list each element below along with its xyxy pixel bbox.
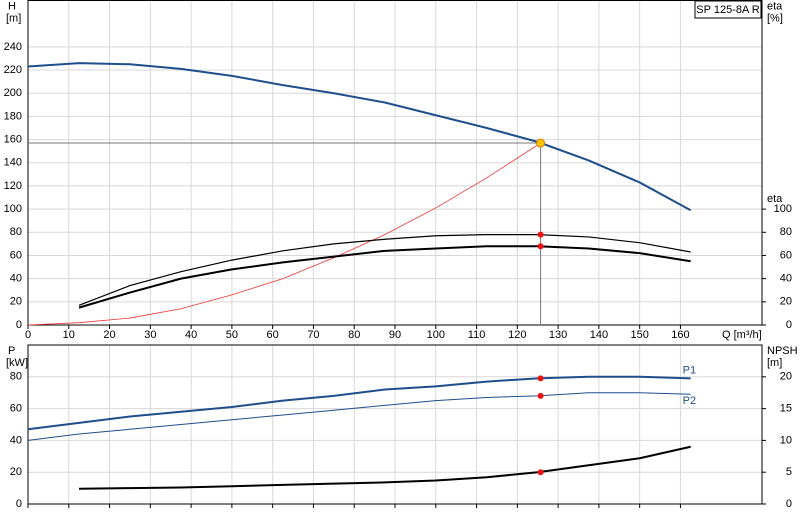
model-box — [694, 0, 762, 19]
curve — [27, 392, 691, 441]
y-axis-unit: [kW] — [6, 357, 28, 369]
duty-point — [536, 138, 546, 148]
y-tick-label: 180 — [4, 110, 22, 122]
operating-point — [537, 231, 544, 238]
x-tick-label: 140 — [590, 329, 608, 341]
x-tick-label: 60 — [267, 329, 279, 341]
model-label: SP 125-8A R — [696, 4, 759, 16]
y2-tick-label: 0 — [786, 498, 792, 510]
y-axis-label: H — [8, 0, 16, 12]
y-tick-label: 20 — [10, 466, 22, 478]
x-tick-label: 80 — [348, 329, 360, 341]
y2-tick-label: 100 — [774, 203, 792, 215]
y-tick-label: 140 — [4, 157, 22, 169]
operating-point — [537, 469, 544, 476]
x-tick-label: 0 — [25, 329, 31, 341]
y-axis-label: P — [8, 345, 15, 357]
y-tick-label: 100 — [4, 203, 22, 215]
operating-point — [537, 392, 544, 399]
x-tick-label: 150 — [630, 329, 648, 341]
curve-label: P2 — [683, 395, 696, 407]
y2-axis-unit: [m] — [767, 357, 782, 369]
curve — [27, 375, 691, 431]
y-tick-label: 60 — [10, 403, 22, 415]
y2-axis-label: eta — [767, 193, 783, 205]
operating-point — [537, 243, 544, 250]
x-tick-label: 10 — [63, 329, 75, 341]
y-tick-label: 80 — [10, 371, 22, 383]
curve — [27, 62, 692, 212]
y-tick-label: 80 — [10, 226, 22, 238]
y-tick-label: 200 — [4, 87, 22, 99]
y2-axis-label: NPSH — [767, 345, 798, 357]
curve — [27, 142, 541, 326]
y-tick-label: 20 — [10, 296, 22, 308]
plot-frame — [27, 0, 763, 326]
x-tick-label: 40 — [185, 329, 197, 341]
y-tick-label: 40 — [10, 434, 22, 446]
y-tick-label: 0 — [16, 319, 22, 331]
y-tick-label: 240 — [4, 41, 22, 53]
x-tick-label: 30 — [144, 329, 156, 341]
y2-axis-unit: [%] — [767, 12, 783, 24]
y2-tick-label: 20 — [780, 296, 792, 308]
x-tick-label: 130 — [549, 329, 567, 341]
y-tick-label: 220 — [4, 64, 22, 76]
y2-tick-label: 15 — [780, 403, 792, 415]
x-tick-label: 90 — [389, 329, 401, 341]
x-axis-label: Q [m³/h] — [722, 329, 762, 341]
y-tick-label: 120 — [4, 180, 22, 192]
curve — [78, 234, 691, 306]
y2-tick-label: 5 — [786, 466, 792, 478]
plot-frame — [27, 344, 763, 505]
y2-tick-label: 40 — [780, 273, 792, 285]
curve — [78, 445, 691, 490]
y-tick-label: 0 — [16, 498, 22, 510]
x-tick-label: 110 — [468, 329, 486, 341]
x-tick-label: 50 — [226, 329, 238, 341]
y-axis-unit: [m] — [6, 12, 21, 24]
y2-axis-label: eta — [767, 0, 783, 12]
x-tick-label: 100 — [427, 329, 445, 341]
y2-tick-label: 80 — [780, 226, 792, 238]
y2-tick-label: 20 — [780, 371, 792, 383]
y-tick-label: 60 — [10, 249, 22, 261]
curve — [78, 245, 691, 309]
y2-tick-label: 60 — [780, 249, 792, 261]
operating-point — [537, 375, 544, 382]
y-tick-label: 160 — [4, 133, 22, 145]
x-tick-label: 70 — [307, 329, 319, 341]
y2-tick-label: 0 — [786, 319, 792, 331]
x-tick-label: 20 — [103, 329, 115, 341]
curve-label: P1 — [683, 364, 696, 376]
y-tick-label: 40 — [10, 273, 22, 285]
x-tick-label: 160 — [671, 329, 689, 341]
y2-tick-label: 10 — [780, 434, 792, 446]
x-tick-label: 120 — [508, 329, 526, 341]
